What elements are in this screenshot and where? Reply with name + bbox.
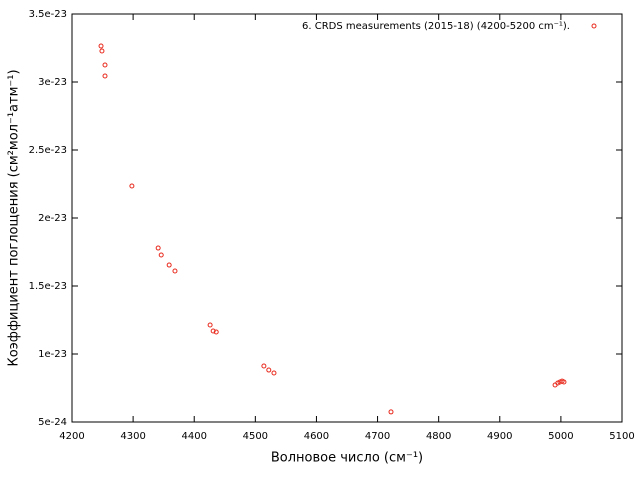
y-tick-label: 5e-24 <box>38 417 67 428</box>
point <box>98 43 104 49</box>
point <box>102 73 108 79</box>
y-tick-label: 1e-23 <box>38 349 67 360</box>
point <box>271 370 277 376</box>
point <box>172 268 178 274</box>
y-tick-label: 3.5e-23 <box>29 9 67 20</box>
x-tick-label: 5100 <box>609 431 634 442</box>
point <box>561 379 567 385</box>
point <box>388 409 394 415</box>
y-tick-label: 2e-23 <box>38 213 67 224</box>
point <box>129 183 135 189</box>
point <box>207 322 213 328</box>
y-tick-label: 3e-23 <box>38 77 67 88</box>
plot-frame <box>71 13 623 423</box>
point <box>210 328 216 334</box>
x-axis-label: Волновое число (см⁻¹) <box>271 451 423 466</box>
point <box>261 363 267 369</box>
y-tick-label: 1.5e-23 <box>29 281 67 292</box>
x-tick-label: 4600 <box>304 431 329 442</box>
legend-label: 6. CRDS measurements (2015-18) (4200-520… <box>302 21 570 32</box>
point <box>158 252 164 258</box>
y-axis-label: Коэффициент поглощения (см²мол⁻¹атм⁻¹) <box>7 69 22 366</box>
point <box>99 48 105 54</box>
y-tick-label: 2.5e-23 <box>29 145 67 156</box>
point <box>213 329 219 335</box>
x-tick-label: 4700 <box>365 431 390 442</box>
point <box>155 245 161 251</box>
point <box>102 62 108 68</box>
legend-marker <box>591 23 597 29</box>
point <box>266 367 272 373</box>
x-tick-label: 5000 <box>548 431 573 442</box>
x-tick-label: 4900 <box>487 431 512 442</box>
x-tick-label: 4400 <box>181 431 206 442</box>
x-tick-label: 4300 <box>120 431 145 442</box>
x-tick-label: 4200 <box>59 431 84 442</box>
x-tick-label: 4500 <box>243 431 268 442</box>
point <box>166 262 172 268</box>
x-tick-label: 4800 <box>426 431 451 442</box>
